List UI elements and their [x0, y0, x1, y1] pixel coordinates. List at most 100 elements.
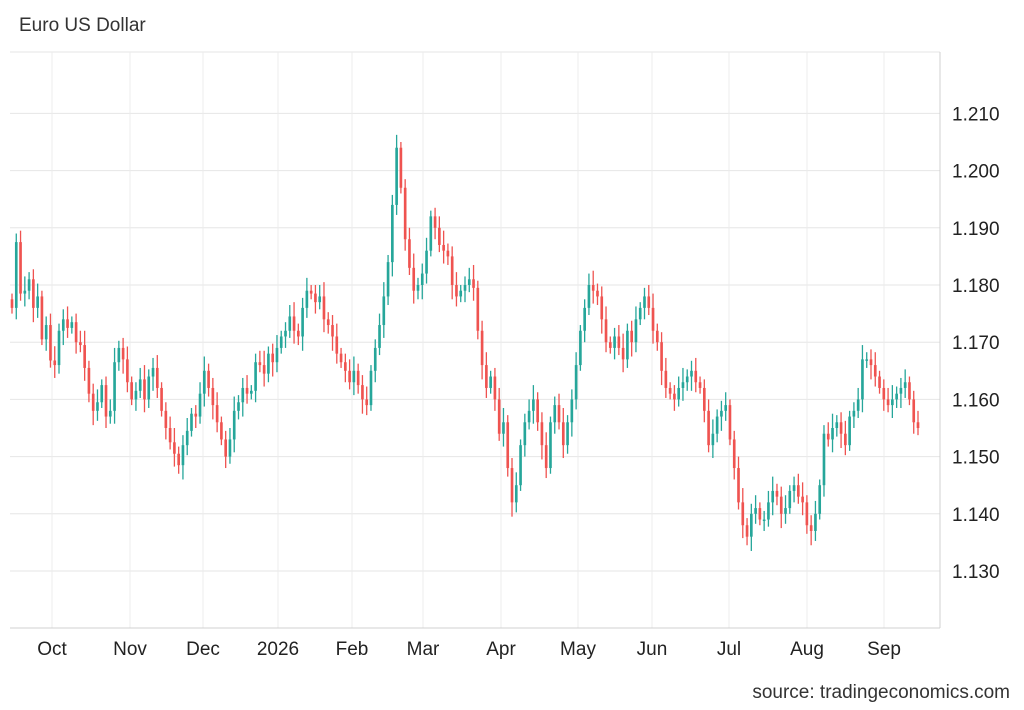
candle [750, 503, 753, 551]
candle-body [318, 296, 322, 303]
candle-body [745, 525, 749, 537]
candle-body [271, 353, 275, 363]
candle-body [378, 325, 381, 348]
candle [831, 413, 834, 453]
candle [626, 323, 629, 368]
candle-body [497, 399, 501, 434]
candle-body [254, 362, 257, 391]
candle [44, 316, 48, 351]
candle [647, 285, 651, 316]
candle-body [788, 490, 792, 509]
candle-body [292, 316, 296, 331]
x-tick-label: Dec [186, 639, 220, 660]
x-tick-label: Jun [637, 639, 668, 660]
candle [66, 306, 69, 338]
candle [677, 376, 681, 407]
candle [245, 375, 249, 404]
candle [241, 377, 245, 417]
candle [279, 330, 283, 354]
candle [202, 356, 206, 407]
candle [762, 510, 766, 531]
candle [844, 420, 847, 456]
candle-body [258, 362, 262, 366]
candle [382, 282, 386, 338]
candle [391, 194, 394, 277]
candle [433, 207, 437, 240]
candle-body [814, 513, 817, 531]
candle-body [61, 319, 65, 331]
candle-body [83, 345, 86, 368]
candle-body [485, 365, 488, 388]
candle [168, 416, 172, 450]
candle [480, 320, 484, 380]
y-tick-label: 1.140 [952, 505, 1000, 526]
candle-body [463, 285, 467, 291]
candle [587, 273, 591, 316]
candle-body [326, 319, 330, 326]
candle-body [604, 319, 608, 343]
candle [839, 412, 843, 449]
candle [459, 285, 463, 303]
candle [497, 387, 501, 441]
candle [361, 375, 364, 414]
candle-body [275, 347, 279, 363]
candle-body [87, 367, 91, 394]
candle [553, 396, 557, 434]
candle [267, 346, 270, 383]
candle [450, 246, 454, 300]
candle [728, 399, 732, 446]
candle-body [297, 330, 300, 337]
candle-body [96, 402, 99, 411]
candle-body [361, 385, 364, 400]
candle-body [630, 330, 633, 343]
y-axis: 1.130 1.140 1.150 1.160 1.170 1.180 1.190 1.200… [952, 104, 1000, 583]
candle [228, 428, 232, 464]
candle [113, 347, 116, 424]
candle-body [758, 508, 762, 520]
candle-body [891, 399, 894, 406]
candle-body [198, 393, 202, 417]
y-tick-label: 1.210 [952, 104, 1000, 125]
candle-body [429, 216, 433, 251]
candle-body [707, 410, 710, 446]
candle-body [839, 422, 843, 434]
candle [74, 313, 78, 354]
candle-body [40, 296, 44, 340]
candle [621, 333, 625, 373]
grid-layer [10, 51, 941, 629]
candle [596, 283, 599, 306]
candle-body [143, 379, 146, 400]
candle [292, 302, 296, 344]
candle [673, 385, 676, 411]
candle [792, 476, 796, 503]
candle [540, 412, 544, 460]
candle [237, 395, 240, 420]
candle [651, 293, 655, 344]
candle-body [134, 390, 138, 400]
candle [536, 392, 539, 431]
candle [254, 353, 257, 403]
candle [275, 335, 279, 373]
candle [797, 473, 800, 504]
candle-body [348, 370, 351, 383]
candle [147, 369, 151, 408]
candle [91, 383, 95, 426]
candle [301, 297, 304, 351]
x-tick-label: Aug [790, 639, 824, 660]
candle-body [489, 376, 492, 388]
candle [668, 382, 672, 400]
candle [83, 330, 86, 381]
candle [138, 367, 142, 398]
candle-body [224, 439, 228, 457]
x-tick-label: Feb [336, 639, 369, 660]
candle [297, 323, 300, 346]
candle-layer [10, 134, 920, 551]
candle [121, 337, 125, 374]
candle-body [643, 296, 646, 308]
candle [373, 339, 377, 383]
candle [155, 355, 159, 398]
candle [506, 415, 510, 477]
candle-body [331, 325, 334, 337]
candle-body [613, 336, 616, 348]
candle-body [455, 285, 458, 297]
